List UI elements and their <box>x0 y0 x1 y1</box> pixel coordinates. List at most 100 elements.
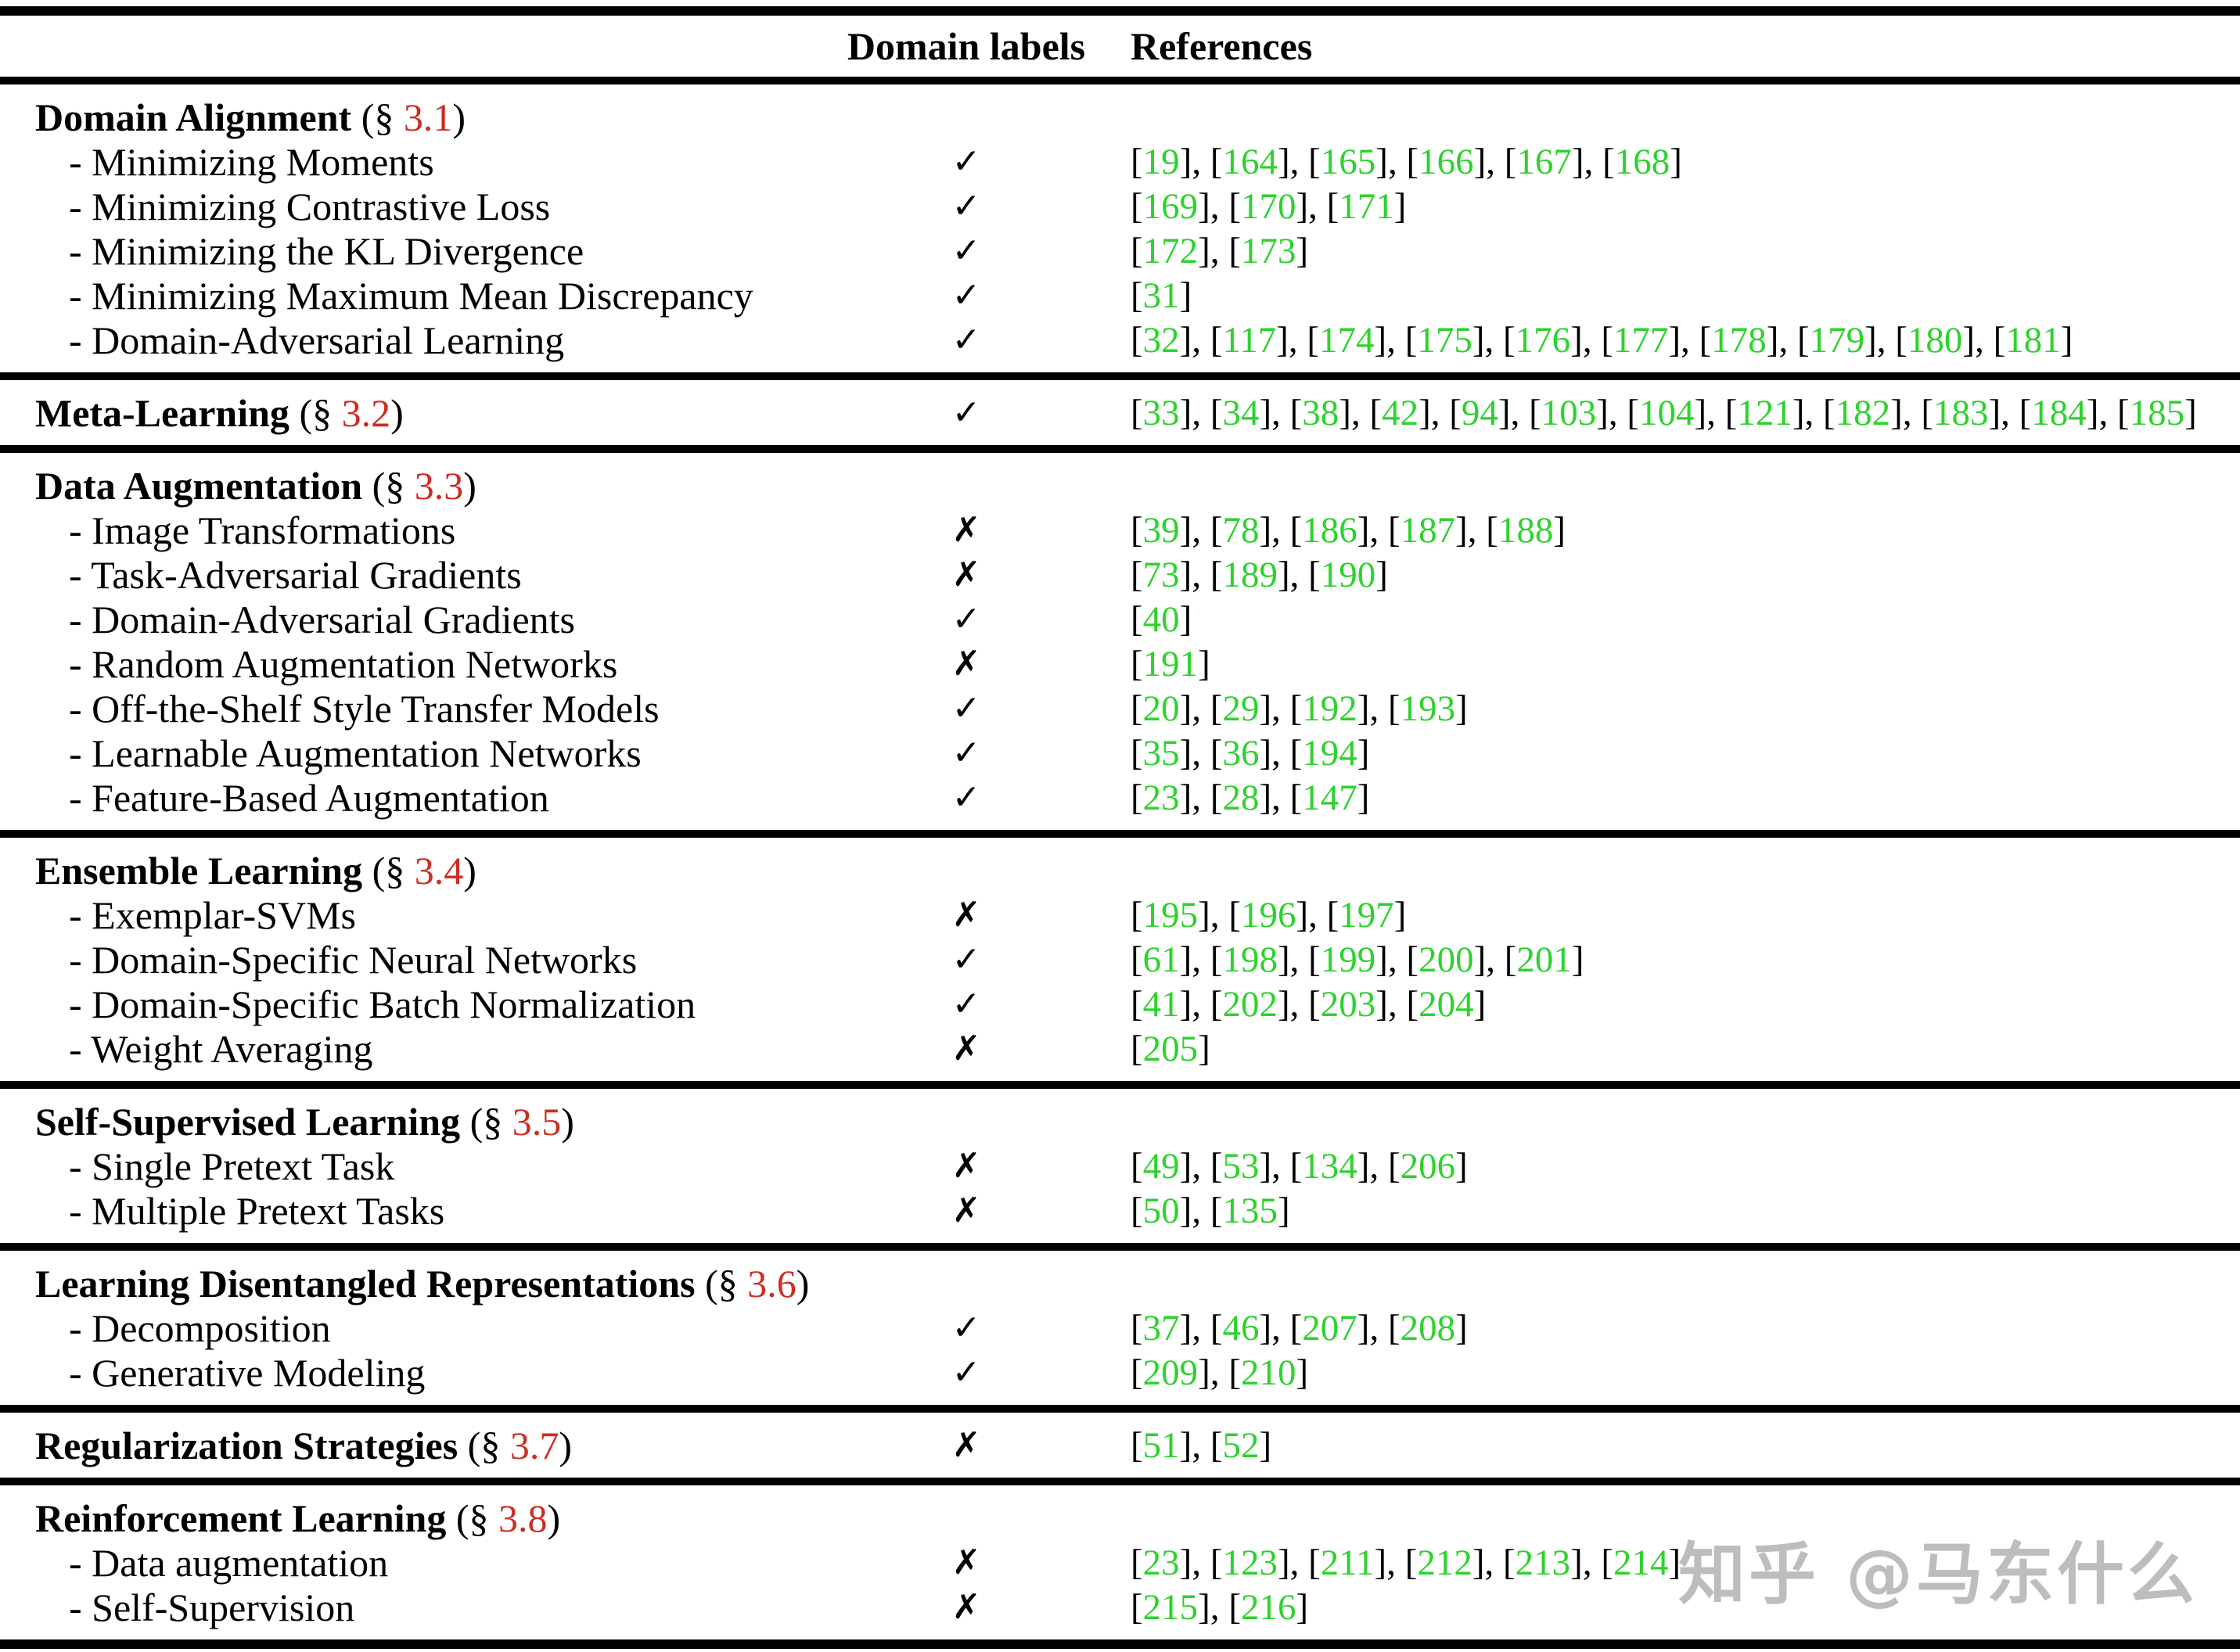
reference-link[interactable]: 180 <box>1907 319 1963 361</box>
reference-link[interactable]: 209 <box>1142 1352 1199 1393</box>
reference-link[interactable]: 196 <box>1240 894 1296 936</box>
reference-link[interactable]: 208 <box>1400 1307 1456 1349</box>
reference-link[interactable]: 147 <box>1302 777 1357 818</box>
reference-link[interactable]: 23 <box>1142 777 1180 818</box>
reference-link[interactable]: 164 <box>1222 141 1278 182</box>
reference-link[interactable]: 29 <box>1222 688 1260 729</box>
section-number-link[interactable]: 3.5 <box>512 1099 562 1144</box>
reference-link[interactable]: 188 <box>1498 509 1554 551</box>
reference-link[interactable]: 123 <box>1222 1542 1278 1583</box>
reference-link[interactable]: 213 <box>1515 1542 1571 1583</box>
reference-link[interactable]: 194 <box>1302 732 1357 774</box>
reference-link[interactable]: 41 <box>1142 983 1180 1025</box>
reference-link[interactable]: 173 <box>1240 230 1296 271</box>
reference-link[interactable]: 200 <box>1418 939 1474 980</box>
reference-link[interactable]: 23 <box>1142 1542 1180 1583</box>
reference-link[interactable]: 19 <box>1142 141 1180 182</box>
reference-link[interactable]: 199 <box>1320 939 1376 980</box>
reference-link[interactable]: 187 <box>1400 509 1456 551</box>
reference-link[interactable]: 34 <box>1222 392 1260 433</box>
reference-link[interactable]: 46 <box>1222 1307 1260 1349</box>
reference-link[interactable]: 40 <box>1142 598 1180 640</box>
reference-link[interactable]: 121 <box>1737 392 1792 433</box>
reference-link[interactable]: 178 <box>1711 319 1767 361</box>
reference-link[interactable]: 51 <box>1142 1424 1180 1466</box>
section-number-link[interactable]: 3.4 <box>414 848 464 892</box>
reference-link[interactable]: 174 <box>1319 319 1375 361</box>
reference-link[interactable]: 203 <box>1320 983 1376 1025</box>
reference-link[interactable]: 182 <box>1835 392 1891 433</box>
reference-link[interactable]: 215 <box>1142 1586 1199 1628</box>
reference-link[interactable]: 211 <box>1320 1542 1375 1583</box>
reference-link[interactable]: 166 <box>1418 141 1474 182</box>
reference-link[interactable]: 201 <box>1516 939 1572 980</box>
reference-link[interactable]: 192 <box>1302 688 1357 729</box>
references-cell: [51], [52] <box>1056 1424 2240 1467</box>
reference-link[interactable]: 191 <box>1142 643 1199 684</box>
reference-link[interactable]: 193 <box>1400 688 1456 729</box>
reference-link[interactable]: 61 <box>1142 939 1180 980</box>
reference-link[interactable]: 169 <box>1142 185 1199 227</box>
reference-link[interactable]: 171 <box>1339 185 1394 227</box>
reference-link[interactable]: 52 <box>1222 1424 1260 1466</box>
ref-bracket-open: [ <box>1131 1586 1143 1628</box>
reference-link[interactable]: 181 <box>2005 319 2061 361</box>
reference-link[interactable]: 78 <box>1222 509 1260 551</box>
reference-link[interactable]: 195 <box>1142 894 1199 936</box>
section-number-link[interactable]: 3.1 <box>403 95 453 139</box>
reference-link[interactable]: 214 <box>1613 1542 1669 1583</box>
reference-link[interactable]: 177 <box>1613 319 1669 361</box>
reference-link[interactable]: 189 <box>1222 554 1278 595</box>
reference-link[interactable]: 167 <box>1516 141 1572 182</box>
reference-link[interactable]: 103 <box>1541 392 1597 433</box>
reference-link[interactable]: 37 <box>1142 1307 1180 1349</box>
reference-link[interactable]: 42 <box>1382 392 1419 433</box>
reference-link[interactable]: 175 <box>1417 319 1472 361</box>
section-number-link[interactable]: 3.7 <box>509 1423 559 1467</box>
reference-link[interactable]: 28 <box>1222 777 1260 818</box>
reference-link[interactable]: 197 <box>1339 894 1394 936</box>
reference-link[interactable]: 204 <box>1418 983 1474 1025</box>
reference-link[interactable]: 134 <box>1302 1145 1357 1187</box>
reference-link[interactable]: 190 <box>1320 554 1376 595</box>
reference-link[interactable]: 94 <box>1461 392 1498 433</box>
reference-link[interactable]: 117 <box>1222 319 1277 361</box>
reference-link[interactable]: 32 <box>1142 319 1180 361</box>
reference-link[interactable]: 212 <box>1417 1542 1472 1583</box>
reference-link[interactable]: 210 <box>1240 1352 1296 1393</box>
section-number-link[interactable]: 3.3 <box>414 463 464 508</box>
reference-link[interactable]: 185 <box>2129 392 2185 433</box>
reference-link[interactable]: 53 <box>1222 1145 1260 1187</box>
reference-link[interactable]: 205 <box>1142 1028 1199 1069</box>
reference-link[interactable]: 36 <box>1222 732 1260 774</box>
reference-link[interactable]: 39 <box>1142 509 1180 551</box>
reference-link[interactable]: 33 <box>1142 392 1180 433</box>
reference-link[interactable]: 202 <box>1222 983 1278 1025</box>
reference-link[interactable]: 207 <box>1302 1307 1357 1349</box>
reference-link[interactable]: 104 <box>1639 392 1695 433</box>
reference-link[interactable]: 20 <box>1142 688 1180 729</box>
reference-link[interactable]: 179 <box>1809 319 1865 361</box>
reference-link[interactable]: 216 <box>1240 1586 1296 1628</box>
reference-link[interactable]: 168 <box>1614 141 1670 182</box>
ref-bracket-open: [ <box>1503 1542 1516 1583</box>
reference-link[interactable]: 184 <box>2031 392 2087 433</box>
reference-link[interactable]: 206 <box>1400 1145 1456 1187</box>
section-number-link[interactable]: 3.6 <box>747 1261 796 1305</box>
reference-link[interactable]: 176 <box>1515 319 1571 361</box>
reference-link[interactable]: 172 <box>1142 230 1199 271</box>
reference-link[interactable]: 165 <box>1320 141 1376 182</box>
reference-link[interactable]: 35 <box>1142 732 1180 774</box>
reference-link[interactable]: 31 <box>1142 275 1180 316</box>
reference-link[interactable]: 186 <box>1302 509 1357 551</box>
reference-link[interactable]: 135 <box>1222 1190 1278 1231</box>
reference-link[interactable]: 198 <box>1222 939 1278 980</box>
reference-link[interactable]: 38 <box>1302 392 1339 433</box>
reference-link[interactable]: 50 <box>1142 1190 1180 1231</box>
reference-link[interactable]: 49 <box>1142 1145 1180 1187</box>
section-number-link[interactable]: 3.8 <box>498 1496 548 1540</box>
reference-link[interactable]: 170 <box>1240 185 1296 227</box>
section-number-link[interactable]: 3.2 <box>341 390 391 435</box>
reference-link[interactable]: 73 <box>1142 554 1180 595</box>
reference-link[interactable]: 183 <box>1933 392 1989 433</box>
